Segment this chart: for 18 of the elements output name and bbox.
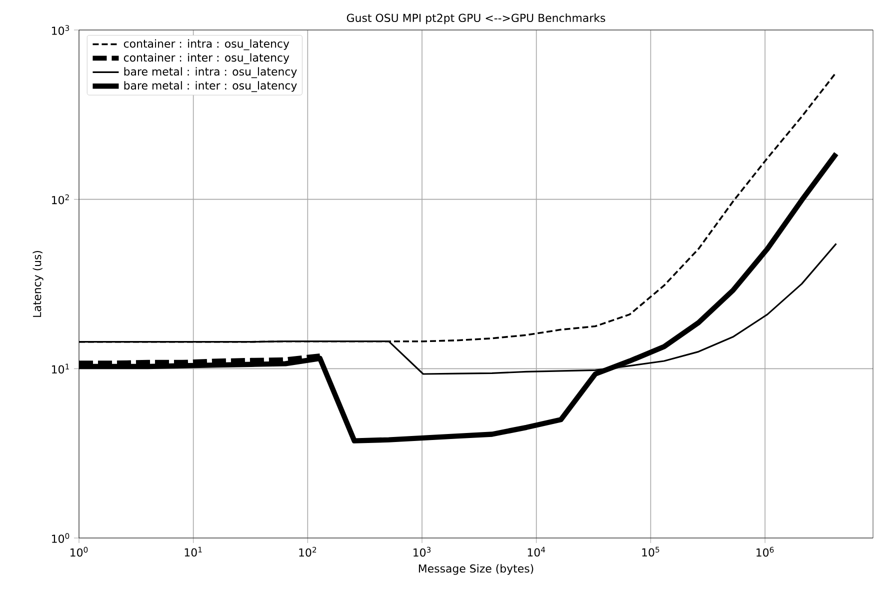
- x-tick-label: 10$^{6}$: [756, 546, 774, 557]
- y-tick-label: 10$^{0}$: [52, 533, 70, 543]
- legend-label: container : inter : osu_latency: [124, 53, 290, 64]
- x-tick-label: 10$^{4}$: [528, 546, 546, 557]
- y-tick-label: 10$^{3}$: [52, 25, 70, 35]
- legend-label: container : intra : osu_latency: [124, 39, 290, 50]
- y-tick-label: 10$^{1}$: [52, 364, 69, 374]
- x-tick-label: 10$^{3}$: [414, 546, 431, 557]
- y-axis-title: Latency (us): [32, 250, 44, 317]
- chart-title: Gust OSU MPI pt2pt GPU <-->GPU Benchmarks: [346, 14, 606, 24]
- x-axis-title: Message Size (bytes): [418, 564, 534, 575]
- y-tick-label: 10$^{2}$: [52, 194, 69, 204]
- legend-label: bare metal : intra : osu_latency: [124, 67, 297, 78]
- x-tick-label: 10$^{5}$: [642, 546, 660, 557]
- x-tick-label: 10$^{2}$: [299, 546, 316, 557]
- legend-label: bare metal : inter : osu_latency: [124, 81, 297, 92]
- x-tick-label: 10$^{0}$: [70, 546, 88, 557]
- x-tick-label: 10$^{1}$: [184, 546, 202, 557]
